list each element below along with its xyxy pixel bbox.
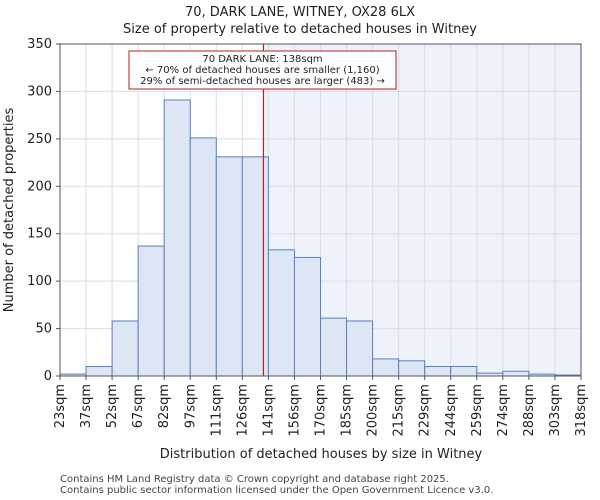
bar	[398, 360, 426, 377]
x-tick-label: 67sqm	[131, 384, 146, 428]
x-tick-label: 229sqm	[418, 384, 433, 437]
x-tick-label: 156sqm	[287, 384, 302, 437]
chart-title-line2: Size of property relative to detached ho…	[123, 22, 477, 37]
bar	[293, 256, 322, 377]
x-axis-ticks: 23sqm 37sqm 52sqm 67sqm 82sqm 97sqm 111sqm 126s…	[53, 376, 589, 437]
bar	[137, 245, 165, 377]
y-tick-label: 100	[27, 274, 52, 289]
bar	[320, 317, 348, 377]
x-tick-label: 244sqm	[444, 384, 459, 437]
annotation-box	[128, 50, 397, 90]
x-tick-label: 111sqm	[209, 384, 224, 437]
footer-line1: Contains HM Land Registry data © Crown c…	[60, 474, 449, 485]
footer-line2: Contains public sector information licen…	[60, 485, 494, 496]
x-tick-label: 97sqm	[183, 384, 198, 428]
bar	[450, 366, 478, 377]
y-tick-label: 250	[27, 132, 52, 147]
y-axis-label: Number of detached properties	[2, 108, 17, 313]
bar	[189, 137, 217, 377]
x-tick-label: 200sqm	[366, 384, 381, 437]
x-tick-label: 259sqm	[470, 384, 485, 437]
x-tick-label: 82sqm	[157, 384, 172, 428]
annotation-label: 70 DARK LANE: 138sqm	[202, 54, 322, 65]
bar	[346, 320, 374, 377]
y-axis-ticks: 0 50 100 150 200 250 300 350	[27, 37, 60, 384]
x-tick-label: 126sqm	[235, 384, 250, 437]
annotation-smaller: ← 70% of detached houses are smaller (1,…	[145, 65, 379, 76]
bar	[111, 320, 139, 377]
bar	[372, 358, 400, 377]
x-tick-label: 185sqm	[340, 384, 355, 437]
y-tick-label: 50	[35, 322, 52, 337]
bar	[267, 249, 295, 377]
bar	[502, 370, 530, 377]
x-tick-label: 141sqm	[261, 384, 276, 437]
chart-title-line1: 70, DARK LANE, WITNEY, OX28 6LX	[185, 5, 415, 20]
y-tick-label: 150	[27, 227, 52, 242]
x-tick-label: 170sqm	[314, 384, 329, 437]
x-tick-label: 274sqm	[496, 384, 511, 437]
bar	[85, 366, 113, 377]
bar	[241, 156, 269, 377]
property-annotation: 70 DARK LANE: 138sqm ← 70% of detached h…	[128, 50, 397, 90]
x-tick-label: 303sqm	[548, 384, 563, 437]
bar	[215, 156, 243, 377]
x-axis-label: Distribution of detached houses by size …	[160, 447, 483, 462]
y-tick-label: 0	[44, 369, 52, 384]
x-tick-label: 318sqm	[574, 384, 589, 437]
bar	[424, 366, 452, 377]
x-tick-label: 288sqm	[522, 384, 537, 437]
y-tick-label: 200	[27, 179, 52, 194]
x-tick-label: 215sqm	[392, 384, 407, 437]
y-tick-label: 300	[27, 84, 52, 99]
x-tick-label: 52sqm	[105, 384, 120, 428]
x-tick-label: 23sqm	[53, 384, 68, 428]
bar	[163, 99, 191, 377]
y-tick-label: 350	[27, 37, 52, 52]
annotation-larger: 29% of semi-detached houses are larger (…	[140, 76, 385, 87]
x-tick-label: 37sqm	[79, 384, 94, 428]
